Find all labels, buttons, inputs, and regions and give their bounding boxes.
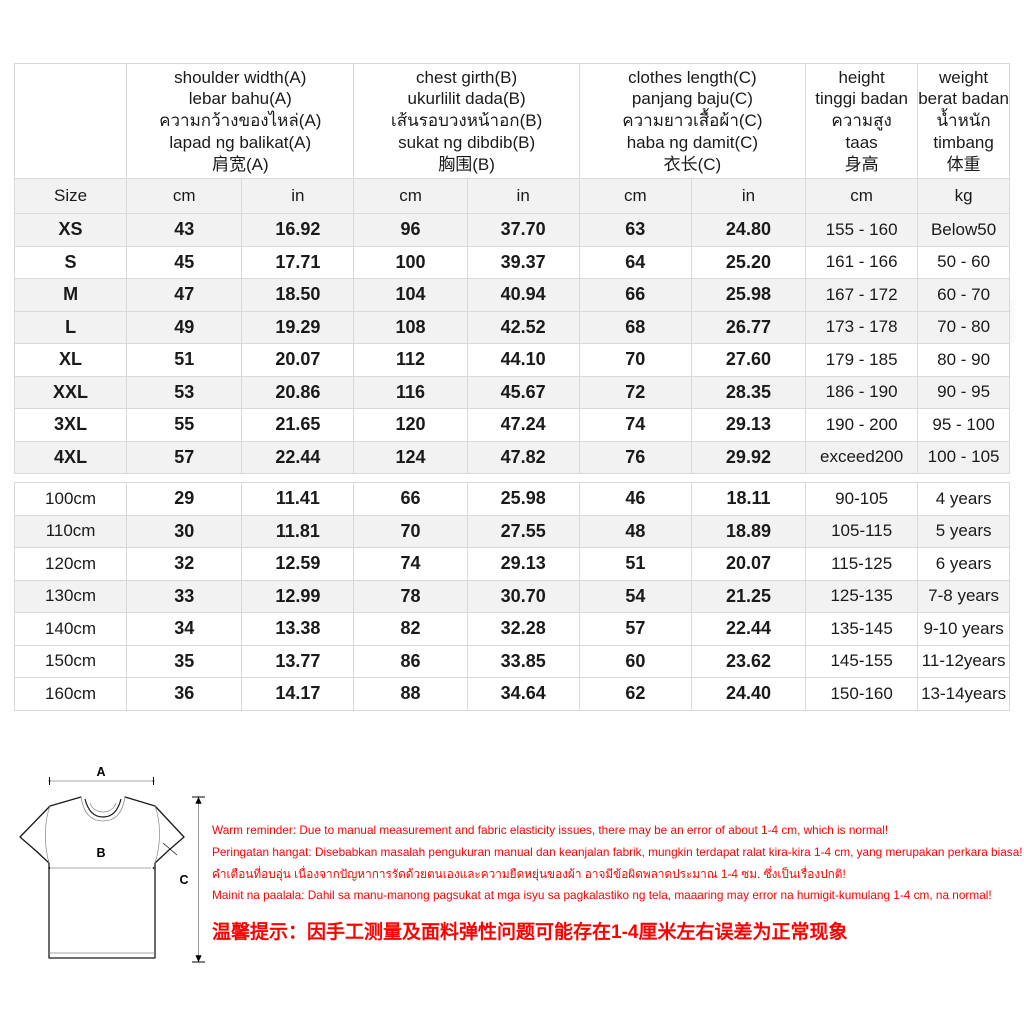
svg-text:C: C [179, 873, 188, 887]
svg-text:B: B [96, 846, 105, 860]
svg-text:A: A [96, 765, 105, 779]
